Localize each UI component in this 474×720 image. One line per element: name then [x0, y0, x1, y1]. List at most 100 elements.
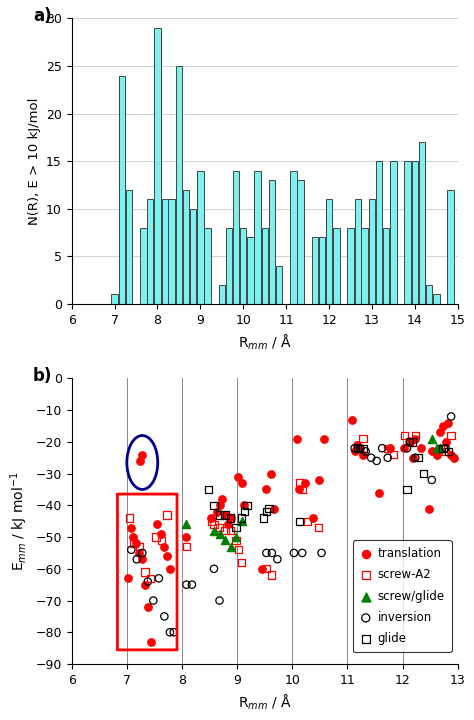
translation: [450, 452, 458, 464]
Bar: [147, 199, 154, 304]
translation: [216, 500, 223, 511]
translation: [439, 420, 447, 432]
Bar: [126, 190, 132, 304]
screw-A2: [126, 512, 133, 523]
screw-A2: [384, 443, 392, 454]
Bar: [262, 228, 268, 304]
glide: [296, 516, 303, 527]
inversion: [318, 547, 325, 559]
translation: [144, 601, 152, 613]
Bar: [254, 171, 261, 304]
screw-A2: [227, 525, 234, 536]
Bar: [347, 228, 354, 304]
Bar: [404, 161, 411, 304]
glide: [232, 522, 240, 534]
inversion: [188, 579, 196, 590]
screw-A2: [267, 570, 275, 581]
inversion: [161, 611, 168, 622]
Bar: [390, 161, 397, 304]
screw/glide: [182, 518, 190, 530]
translation: [375, 487, 383, 498]
translation: [258, 563, 266, 575]
translation: [401, 443, 408, 454]
inversion: [182, 579, 190, 590]
screw/glide: [238, 516, 246, 527]
translation: [132, 538, 140, 549]
glide: [260, 512, 267, 523]
screw/glide: [221, 534, 229, 546]
translation: [442, 436, 449, 448]
translation: [138, 449, 146, 460]
glide: [240, 506, 248, 518]
glide: [227, 512, 234, 523]
inversion: [299, 547, 306, 559]
screw-A2: [141, 566, 149, 577]
glide: [243, 500, 251, 511]
Bar: [233, 171, 239, 304]
screw-A2: [304, 516, 311, 527]
glide: [216, 509, 223, 521]
translation: [293, 433, 301, 444]
inversion: [144, 576, 152, 588]
Bar: [140, 228, 146, 304]
screw-A2: [232, 534, 240, 546]
Bar: [183, 190, 190, 304]
translation: [267, 468, 275, 480]
glide: [265, 503, 273, 514]
glide: [205, 484, 212, 495]
screw-A2: [147, 572, 155, 584]
translation: [235, 471, 242, 482]
inversion: [170, 626, 178, 638]
glide: [403, 484, 411, 495]
translation: [409, 452, 416, 464]
translation: [447, 449, 455, 460]
Bar: [376, 161, 383, 304]
screw-A2: [158, 534, 165, 546]
translation: [433, 449, 440, 460]
inversion: [442, 443, 449, 454]
inversion: [273, 554, 281, 565]
screw-A2: [411, 430, 419, 441]
glide: [263, 506, 270, 518]
inversion: [362, 446, 369, 457]
glide: [420, 468, 428, 480]
Bar: [247, 238, 254, 304]
translation: [166, 563, 173, 575]
Bar: [219, 285, 225, 304]
inversion: [216, 595, 223, 606]
Bar: [111, 294, 118, 304]
translation: [359, 449, 367, 460]
screw/glide: [216, 528, 223, 540]
translation: [157, 528, 165, 540]
translation: [135, 547, 143, 559]
Bar: [433, 294, 439, 304]
Bar: [176, 66, 182, 304]
inversion: [290, 547, 298, 559]
translation: [354, 439, 361, 451]
screw-A2: [210, 518, 218, 530]
translation: [406, 436, 413, 448]
Bar: [383, 228, 389, 304]
glide: [210, 500, 218, 511]
translation: [262, 484, 270, 495]
translation: [164, 550, 171, 562]
translation: [387, 443, 394, 454]
screw/glide: [227, 541, 234, 552]
glide: [409, 436, 416, 448]
screw-A2: [263, 563, 270, 575]
inversion: [210, 563, 218, 575]
screw-A2: [238, 557, 246, 568]
Bar: [362, 228, 368, 304]
screw-A2: [315, 522, 322, 534]
inversion: [367, 452, 375, 464]
screw/glide: [232, 531, 240, 543]
inversion: [373, 455, 381, 467]
inversion: [428, 474, 436, 486]
translation: [124, 572, 132, 584]
Bar: [326, 199, 332, 304]
inversion: [149, 595, 157, 606]
translation: [436, 426, 444, 438]
translation: [207, 512, 214, 523]
Bar: [312, 238, 318, 304]
inversion: [351, 443, 358, 454]
